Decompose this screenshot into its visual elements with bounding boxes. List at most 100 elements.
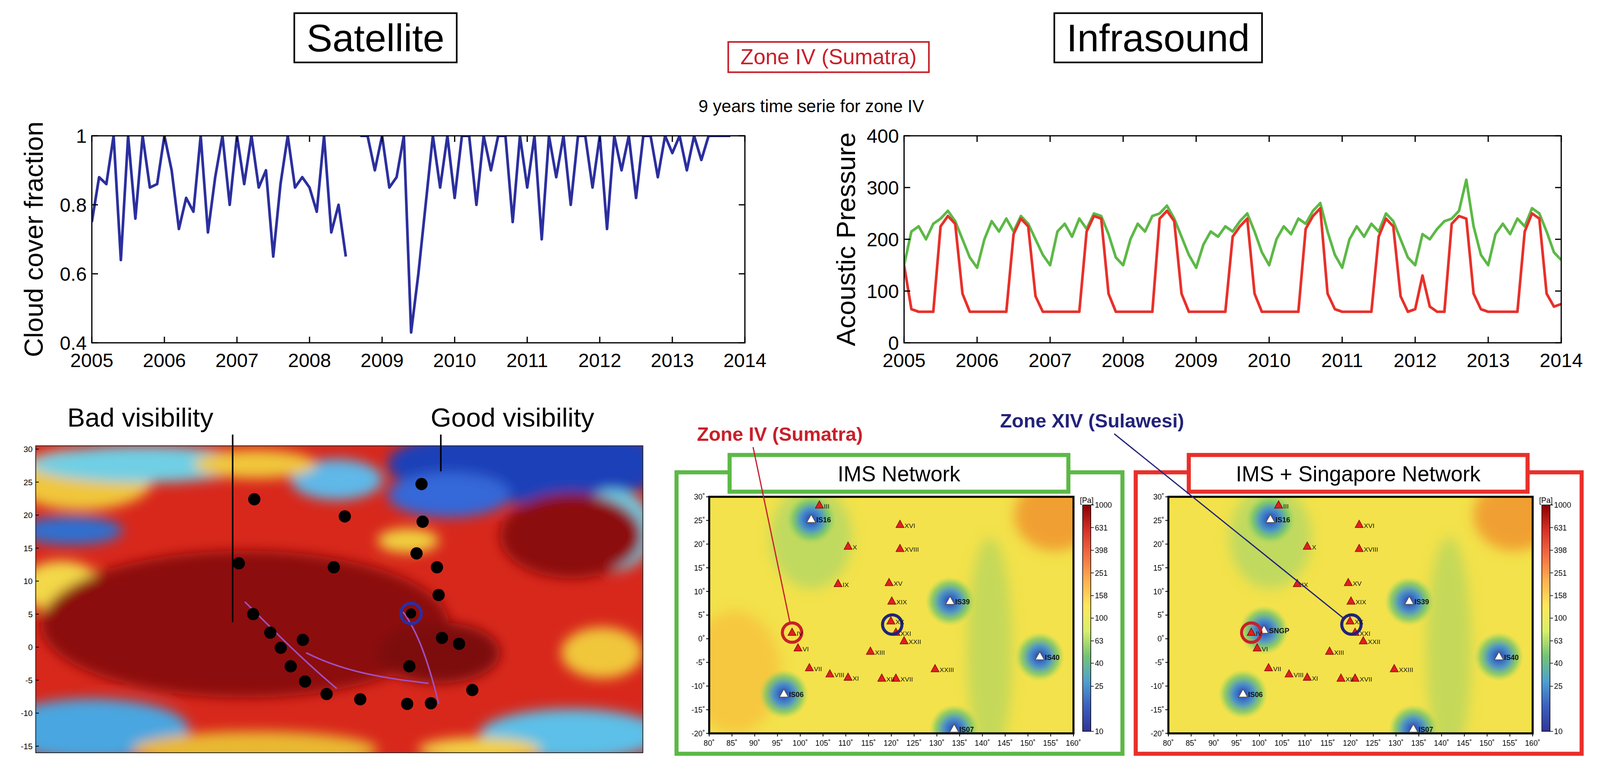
zone-label: VII — [814, 665, 823, 673]
volcano-zone — [896, 544, 905, 553]
x-tick — [1560, 135, 1563, 143]
x-tick-label: 120˚ — [883, 739, 899, 748]
x-tick-label: 130˚ — [1388, 739, 1404, 748]
y-tick-label: 20˚ — [1153, 540, 1165, 550]
x-tick-label: 140˚ — [1433, 739, 1449, 748]
volcano-zone — [886, 617, 896, 625]
volcano-zone — [825, 669, 834, 678]
map-field — [709, 497, 1074, 734]
x-tick-label: 115˚ — [861, 739, 876, 748]
y-tick-label: 5 — [28, 610, 33, 620]
station-label: IS07 — [959, 725, 975, 735]
x-tick — [903, 135, 905, 143]
volcano-points — [232, 478, 479, 711]
y-tick — [1555, 186, 1562, 189]
x-tick-label: 160˚ — [1524, 739, 1541, 748]
x-tick — [867, 733, 869, 737]
colorbar-tick — [1090, 572, 1094, 574]
y-tick-label: 25˚ — [1153, 516, 1165, 526]
y-tick-label: -5˚ — [695, 658, 706, 668]
cloud-patch — [561, 627, 643, 679]
y-tick — [35, 680, 39, 682]
series-line — [904, 208, 1562, 313]
station-label: IS39 — [1414, 598, 1430, 607]
colorbar-tick — [1090, 663, 1094, 664]
map-frame — [1168, 497, 1533, 734]
x-tick — [1486, 733, 1488, 737]
x-tick-label: 125˚ — [906, 739, 922, 748]
station-label: IS06 — [1248, 691, 1263, 700]
volcano-zone — [930, 664, 940, 673]
colorbar-tick-label: 40 — [1554, 659, 1563, 669]
x-tick — [1304, 733, 1306, 737]
y-tick — [1165, 638, 1169, 640]
colorbar-tick — [1549, 550, 1553, 551]
x-tick-label: 95˚ — [772, 739, 784, 748]
volcano-zone — [1325, 647, 1334, 655]
colorbar-tick-label: 1000 — [1554, 501, 1572, 510]
x-tick-label: 2010 — [1247, 349, 1291, 372]
y-tick-label: 1 — [75, 125, 87, 148]
y-tick-label: 5˚ — [1157, 611, 1165, 620]
volcano-dot — [435, 632, 449, 645]
y-tick-label: 10˚ — [694, 587, 706, 597]
y-tick — [1165, 662, 1169, 664]
volcano-zone — [887, 597, 897, 605]
y-tick-label: 5˚ — [698, 611, 706, 620]
x-tick — [671, 135, 673, 143]
x-tick-label: 2007 — [1028, 349, 1072, 372]
y-tick — [706, 520, 710, 522]
colorbar-tick — [1549, 572, 1553, 574]
detection-halo — [1246, 497, 1295, 545]
x-tick-label: 2013 — [1466, 349, 1510, 372]
x-tick — [708, 733, 710, 737]
zone-label: XIX — [896, 598, 908, 606]
detection-halo — [1388, 705, 1438, 735]
cloud-patch — [41, 551, 450, 698]
x-tick — [91, 337, 93, 344]
annotation-line — [440, 435, 442, 472]
volcano-zone — [833, 579, 843, 587]
zone-label: XIII — [874, 649, 885, 657]
x-tick — [1049, 135, 1051, 143]
zone-label: VIII — [834, 671, 845, 679]
y-tick-label: 30˚ — [694, 492, 706, 502]
volcano-dot — [327, 561, 340, 574]
x-tick — [1487, 337, 1490, 344]
y-tick-label: 15˚ — [1153, 564, 1165, 573]
y-tick — [1165, 733, 1169, 735]
y-tick — [1165, 520, 1169, 522]
x-tick — [671, 337, 673, 344]
y-tick — [91, 135, 98, 137]
zone-label: XVII — [1359, 675, 1373, 684]
volcano-zone — [793, 643, 802, 652]
zone-label: VII — [1273, 665, 1282, 673]
map-field — [1168, 497, 1533, 734]
x-tick-label: 100˚ — [792, 739, 808, 748]
zone-label: XXIII — [939, 666, 954, 674]
colorbar-tick — [1090, 731, 1094, 733]
x-tick-label: 110˚ — [1297, 739, 1313, 748]
detection-halo — [759, 669, 808, 719]
station — [1494, 652, 1504, 661]
volcano-dot — [424, 697, 437, 710]
station — [1238, 689, 1248, 698]
colorbar-tick-label: 251 — [1095, 569, 1108, 578]
colorbar-tick — [1090, 504, 1094, 506]
y-tick — [738, 135, 745, 137]
panel-title: Satellite — [306, 16, 445, 60]
y-tick — [738, 342, 745, 344]
colorbar-title: [Pa] — [1539, 496, 1553, 505]
station-label: IS07 — [1418, 725, 1433, 735]
cloud-patch — [499, 492, 643, 579]
panel-title: Infrasound — [1066, 16, 1250, 60]
x-tick-label: 2014 — [723, 349, 767, 372]
volcano-zone — [884, 578, 894, 587]
zone-label: XX — [895, 618, 905, 626]
colorbar-tick-label: 251 — [1554, 569, 1568, 578]
x-tick — [1560, 337, 1563, 344]
chart: 0100200300400200520062007200820092010201… — [830, 125, 1583, 372]
x-tick — [309, 337, 311, 344]
x-tick-label: 155˚ — [1043, 739, 1059, 748]
x-tick — [91, 135, 93, 143]
